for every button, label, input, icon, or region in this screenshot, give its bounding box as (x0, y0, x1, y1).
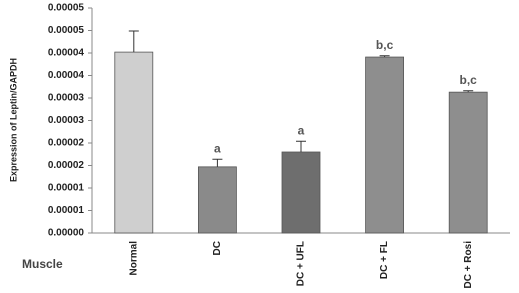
error-bar (212, 158, 223, 167)
error-bar (128, 30, 139, 53)
bar (448, 91, 488, 234)
y-tick-label: 0.00004 (48, 70, 85, 81)
y-tick-label: 0.00000 (48, 228, 85, 239)
y-tick-label: 0.00005 (48, 25, 85, 36)
x-tick-label: DC + Rosi (463, 241, 474, 289)
error-bar (296, 140, 306, 152)
y-axis-label: Expression of Leptin/GAPDH (8, 58, 18, 182)
bar (365, 56, 405, 234)
annotation: b,c (460, 73, 478, 87)
annotation: a (214, 141, 221, 155)
bar (197, 166, 237, 234)
y-tick-label: 0.00001 (48, 205, 85, 216)
y-tick-label: 0.00005 (48, 3, 85, 14)
y-tick-label: 0.00003 (48, 93, 85, 104)
y-tick-label: 0.00001 (48, 183, 85, 194)
x-tick-label: DC (212, 241, 223, 255)
annotation: b,c (376, 38, 394, 52)
x-tick-label: DC + UFL (296, 241, 307, 286)
x-tick-label: Normal (128, 241, 139, 276)
error-bar (379, 55, 390, 58)
y-tick-label: 0.00002 (48, 138, 85, 149)
error-bar (463, 90, 474, 93)
x-axis-label: Muscle (22, 257, 63, 271)
bar (281, 151, 321, 234)
x-tick-label: DC + FL (379, 241, 390, 279)
bar (114, 51, 154, 234)
y-tick-label: 0.00004 (48, 48, 85, 59)
y-tick-label: 0.00002 (48, 160, 85, 171)
y-tick-label: 0.00003 (48, 115, 85, 126)
annotation: a (298, 123, 305, 137)
